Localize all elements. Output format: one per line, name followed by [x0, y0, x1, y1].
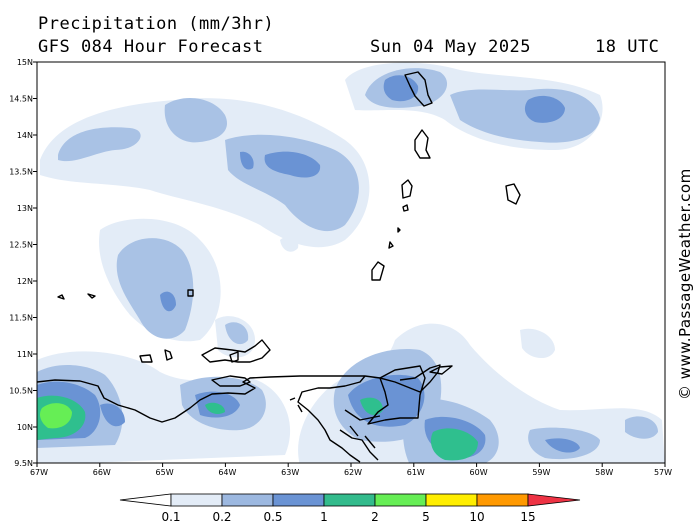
- legend-label-2: 2: [371, 510, 379, 524]
- coast-dominica: [404, 71, 433, 107]
- legend-label-5: 5: [422, 510, 430, 524]
- coast-orinoco-delta: [339, 425, 379, 461]
- coast-barbados: [505, 183, 521, 205]
- coast-peninsula: [211, 375, 251, 387]
- lat-label-9-5n: 9.5N: [14, 459, 33, 468]
- forecast-label: GFS 084 Hour Forecast: [38, 37, 264, 57]
- forecast-time: 18 UTC: [595, 37, 660, 57]
- legend-label-0-1: 0.1: [161, 510, 180, 524]
- lon-label-57w: 57W: [654, 468, 672, 477]
- coast-bonaire: [139, 354, 153, 363]
- coast-curacao: [164, 349, 173, 361]
- lon-label-62w: 62W: [344, 468, 362, 477]
- coast-rivers: [289, 397, 303, 413]
- legend-swatch-below-0-1: [119, 493, 172, 507]
- lat-label-10-5n: 10.5N: [9, 387, 33, 396]
- lat-label-10n: 10N: [17, 423, 33, 432]
- coast-martinique: [414, 129, 431, 159]
- lat-label-11n: 11N: [17, 350, 33, 359]
- lat-label-13-5n: 13.5N: [9, 168, 33, 177]
- legend-swatch-5: [425, 493, 478, 507]
- lon-label-61w: 61W: [407, 468, 425, 477]
- coast-south-america: [37, 364, 441, 423]
- coast-grenada: [371, 261, 385, 281]
- precip-level-very-heavy: [40, 403, 72, 429]
- coast-st-vincent: [402, 204, 409, 212]
- coast-tobago: [429, 365, 453, 375]
- coast-grenadines-2: [397, 227, 401, 233]
- legend-swatch-0-1: [170, 493, 223, 507]
- coast-margarita: [229, 351, 239, 363]
- legend-label-0-5: 0.5: [263, 510, 282, 524]
- coast-margarita-main: [201, 339, 271, 363]
- coast-st-lucia: [401, 179, 413, 199]
- legend-label-0-2: 0.2: [212, 510, 231, 524]
- coast-trinidad: [367, 365, 426, 425]
- coast-la-blanquilla: [187, 289, 194, 297]
- lat-label-12n: 12N: [17, 277, 33, 286]
- legend-label-10: 10: [469, 510, 484, 524]
- lon-label-65w: 65W: [156, 468, 174, 477]
- forecast-date: Sun 04 May 2025: [370, 37, 532, 57]
- longitude-axis: 67W 66W 65W 64W 63W 62W 61W 60W 59W 58W …: [30, 463, 672, 477]
- legend-swatch-15: [527, 493, 581, 507]
- lat-label-14-5n: 14.5N: [9, 95, 33, 104]
- lon-label-67w: 67W: [30, 468, 48, 477]
- coastlines: [37, 71, 521, 463]
- coast-los-roques: [57, 293, 96, 300]
- coast-venezuela-east: [297, 375, 366, 463]
- lat-label-12-5n: 12.5N: [9, 241, 33, 250]
- map-title: Precipitation (mm/3hr): [38, 14, 275, 34]
- coast-gulf-paria: [344, 409, 381, 421]
- lon-label-64w: 64W: [218, 468, 236, 477]
- precip-legend: 0.1 0.2 0.5 1 2 5 10 15: [119, 493, 581, 524]
- lon-label-63w: 63W: [281, 468, 299, 477]
- lon-label-59w: 59W: [532, 468, 550, 477]
- legend-label-15: 15: [520, 510, 535, 524]
- lon-label-60w: 60W: [470, 468, 488, 477]
- legend-swatch-2: [374, 493, 427, 507]
- precip-field: [37, 62, 665, 463]
- lat-label-14n: 14N: [17, 131, 33, 140]
- legend-swatch-0-2: [221, 493, 274, 507]
- lat-label-13n: 13N: [17, 204, 33, 213]
- legend-swatch-10: [476, 493, 529, 507]
- coast-grenadines-1: [388, 241, 394, 249]
- lat-label-11-5n: 11.5N: [9, 314, 33, 323]
- legend-swatch-1: [323, 493, 376, 507]
- latitude-axis: 15N 14.5N 14N 13.5N 13N 12.5N 12N 11.5N …: [9, 58, 37, 468]
- lat-label-15n: 15N: [17, 58, 33, 67]
- legend-label-1: 1: [320, 510, 328, 524]
- lon-label-66w: 66W: [93, 468, 111, 477]
- lon-label-58w: 58W: [595, 468, 613, 477]
- legend-swatch-0-5: [272, 493, 325, 507]
